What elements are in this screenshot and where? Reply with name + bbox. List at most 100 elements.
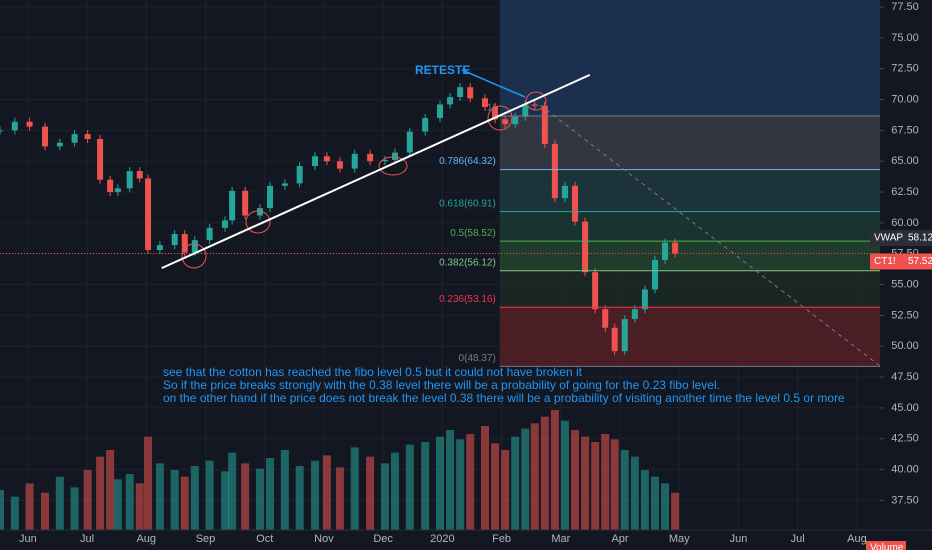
price-tag-value: 57.52: [908, 256, 932, 267]
volume-bar: [70, 487, 79, 530]
volume-bar: [96, 456, 105, 530]
candle-body: [492, 106, 499, 120]
candle-body: [26, 121, 33, 127]
candle-body: [367, 153, 374, 162]
volume-bar: [521, 428, 530, 530]
volume-bar: [295, 466, 304, 530]
volume-bar: [581, 436, 590, 530]
volume-bar: [650, 476, 659, 530]
candle-body: [206, 227, 213, 241]
candle-body: [391, 152, 398, 160]
y-tick-label: 70.00: [891, 93, 919, 105]
volume-bar: [0, 490, 4, 530]
volume-bar: [135, 483, 144, 530]
candle-body: [84, 134, 91, 140]
volume-bar: [630, 456, 639, 530]
fib-zone: [499, 115, 880, 170]
candle-body: [281, 183, 288, 186]
volume-label: Volume: [870, 543, 904, 550]
axis-panel: [880, 0, 932, 550]
y-tick-label: 37.50: [891, 494, 919, 506]
candle-body: [406, 131, 413, 153]
candle-body: [602, 309, 609, 328]
candle-body: [156, 245, 163, 251]
candle-body: [191, 240, 198, 253]
y-tick-label: 62.50: [891, 186, 919, 198]
candle-body: [457, 87, 464, 98]
candle-body: [592, 272, 599, 310]
candle-body: [181, 233, 188, 253]
volume-bar: [125, 474, 134, 530]
circle: [525, 91, 547, 111]
fib-zone: [499, 270, 880, 308]
candle-body: [651, 259, 658, 290]
candle-body: [97, 139, 104, 180]
annotation-text: So if the price breaks strongly with the…: [163, 378, 720, 392]
volume-bar: [144, 436, 153, 530]
candle-body: [572, 185, 579, 222]
volume-bar: [446, 430, 455, 530]
volume-bar: [350, 447, 359, 530]
y-tick-label: 65.00: [891, 155, 919, 167]
volume-bar: [180, 476, 189, 530]
y-tick-label: 55.00: [891, 278, 919, 290]
fib-label: 0.786(64.32): [439, 156, 496, 167]
fib-zone: [499, 241, 880, 271]
candle-body: [641, 289, 648, 310]
candle-body: [541, 105, 548, 144]
volume-bar: [530, 423, 539, 530]
fib-label: 0.382(56.12): [439, 257, 496, 268]
x-tick-label: Sep: [196, 533, 216, 545]
fib-label: 0.236(53.16): [439, 294, 496, 305]
volume-bar: [390, 452, 399, 530]
x-tick-label: 2020: [430, 533, 454, 545]
x-tick-label: Nov: [314, 533, 334, 545]
x-tick-label: Jun: [19, 533, 37, 545]
candle-body: [229, 190, 236, 221]
volume-bar: [266, 458, 275, 530]
trend-line: [161, 73, 591, 270]
candle-body: [71, 134, 78, 143]
volume-bar: [620, 450, 629, 530]
fib-label: 0.5(58.52): [450, 228, 496, 239]
volume-bar: [421, 442, 430, 530]
volume-bar: [560, 420, 569, 530]
arrow: [461, 69, 526, 98]
fib-zone: [499, 307, 880, 367]
candle-body: [312, 156, 319, 167]
candle-body: [381, 159, 388, 162]
volume-bar: [456, 439, 465, 530]
candle-body: [242, 190, 249, 216]
volume-bar: [511, 436, 520, 530]
volume-bar: [540, 416, 549, 530]
x-tick-label: Jun: [730, 533, 748, 545]
candle-body: [126, 171, 133, 189]
price-tag-name: CT1!: [874, 256, 896, 267]
volume-bar: [501, 450, 510, 530]
x-tick-label: Aug: [847, 533, 867, 545]
y-tick-label: 40.00: [891, 463, 919, 475]
y-tick-label: 52.50: [891, 309, 919, 321]
candle-body: [531, 104, 538, 106]
candle-body: [145, 178, 152, 251]
volume-bar: [405, 444, 414, 530]
volume-bar: [311, 460, 320, 530]
volume-bar: [591, 442, 600, 530]
candle-body: [42, 126, 49, 147]
volume-bar: [380, 463, 389, 530]
y-tick-label: 75.00: [891, 32, 919, 44]
volume-bar: [205, 460, 214, 530]
volume-bar: [436, 436, 444, 530]
candle-body: [296, 166, 303, 184]
candle-body: [582, 221, 589, 273]
volume-bar: [610, 439, 619, 530]
candle-body: [171, 233, 178, 246]
candle-body: [107, 179, 114, 193]
candle-body: [267, 185, 274, 209]
volume-bar: [55, 476, 64, 530]
price-tag: [870, 253, 932, 270]
x-tick-label: Feb: [492, 533, 511, 545]
volume-bar: [10, 496, 19, 530]
x-tick-label: Apr: [611, 533, 628, 545]
circle: [245, 210, 271, 234]
